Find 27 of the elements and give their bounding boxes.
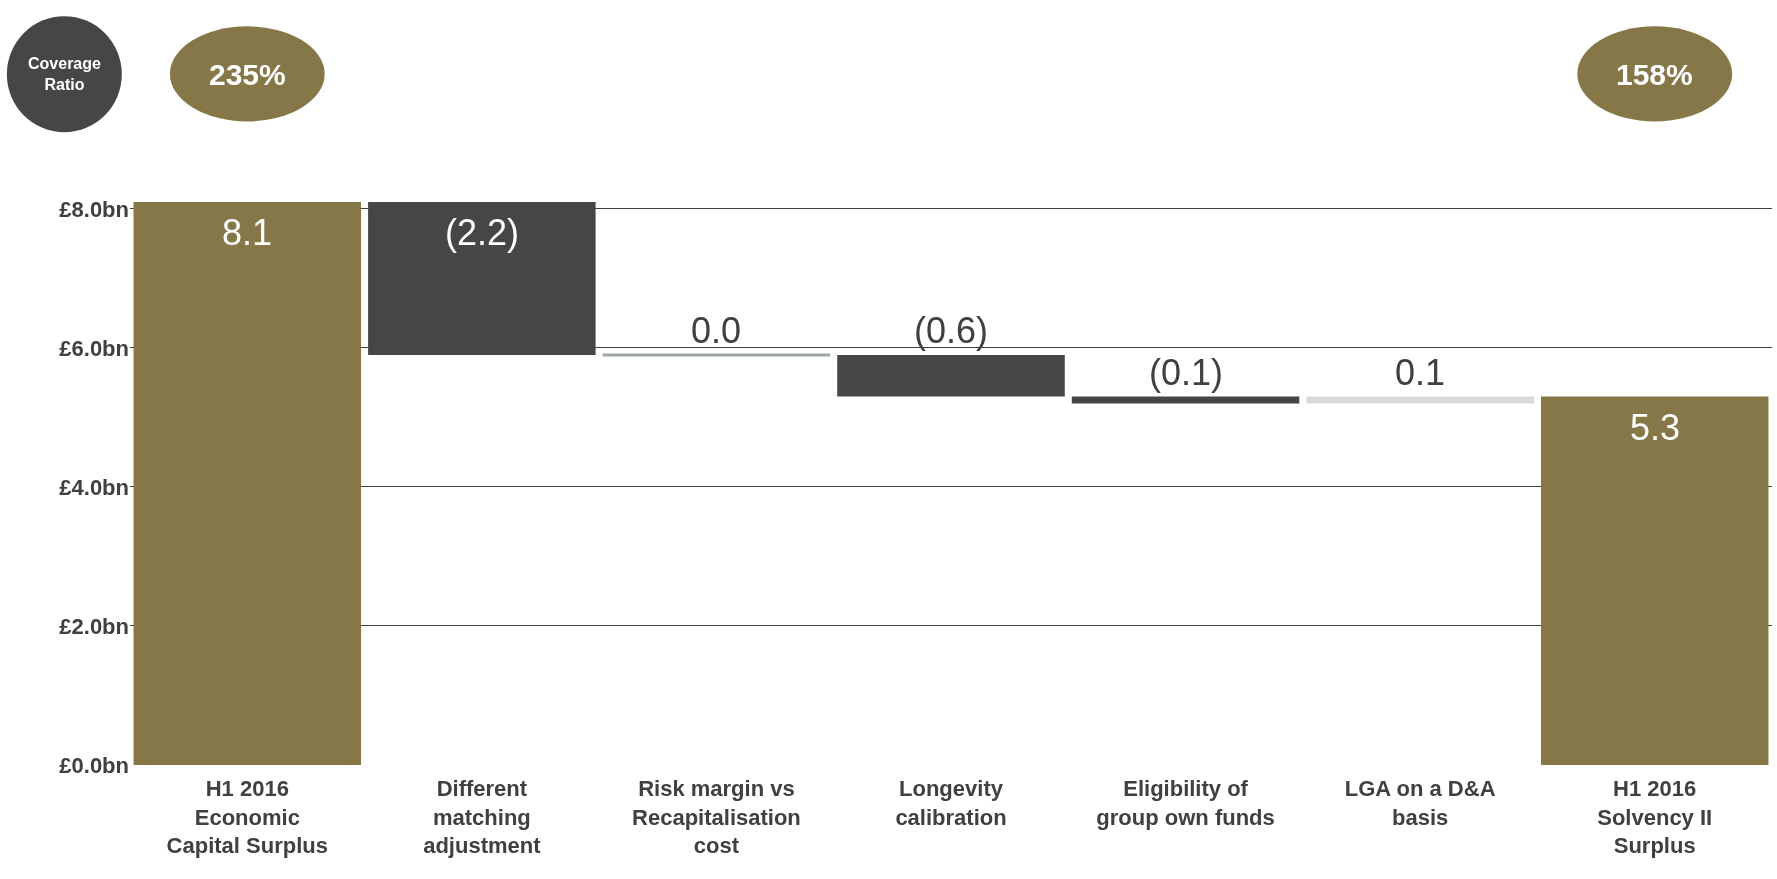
- text: 235%: [209, 58, 286, 91]
- data-label: (0.6): [914, 310, 989, 351]
- x-tick-label: LGA on a D&A basis: [1344, 776, 1496, 830]
- y-tick-label: £8.0bn: [59, 196, 129, 222]
- x-tick-label: H1 2016 Solvency II Surplus: [1597, 776, 1713, 859]
- x-tick-label: Risk margin vs Recapitalisation cost: [632, 776, 801, 859]
- x-tick-label: Longevity calibration: [895, 776, 1007, 830]
- x-tick-label: H1 2016 Economic Capital Surplus: [166, 776, 328, 859]
- y-tick-label: £4.0bn: [59, 474, 129, 500]
- y-tick-label: £2.0bn: [59, 613, 129, 639]
- y-tick-label: £6.0bn: [59, 335, 129, 361]
- data-label: (2.2): [445, 212, 520, 253]
- text: 158%: [1616, 58, 1693, 91]
- data-label: 0.0: [691, 310, 742, 351]
- data-label: 0.1: [1395, 352, 1446, 393]
- y-tick-label: £0.0bn: [59, 752, 129, 778]
- x-tick-label: Eligibility of group own funds: [1096, 776, 1275, 830]
- data-label: (0.1): [1149, 352, 1224, 393]
- x-tick-label: Different matching adjustment: [423, 776, 542, 859]
- bar: [1306, 396, 1534, 404]
- bar: [1540, 396, 1769, 765]
- bar: [1071, 396, 1300, 404]
- data-label: 8.1: [222, 212, 273, 253]
- bar: [133, 202, 362, 765]
- data-label: 5.3: [1630, 407, 1681, 448]
- text: Coverage Ratio: [28, 55, 102, 93]
- bar: [837, 354, 1065, 397]
